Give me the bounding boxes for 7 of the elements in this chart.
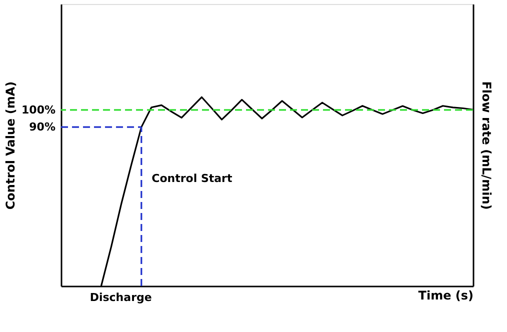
text: Discharge	[90, 291, 152, 304]
annotation: Control Start	[152, 172, 232, 185]
y2-axis-title: Flow rate (mL/min)	[480, 81, 494, 210]
y-tick-label: 90%	[29, 120, 56, 134]
y-tick-label: 100%	[22, 103, 56, 116]
y-axis-title: Control Value (mA)	[4, 81, 18, 210]
x-axis-title: Time (s)	[418, 288, 474, 302]
